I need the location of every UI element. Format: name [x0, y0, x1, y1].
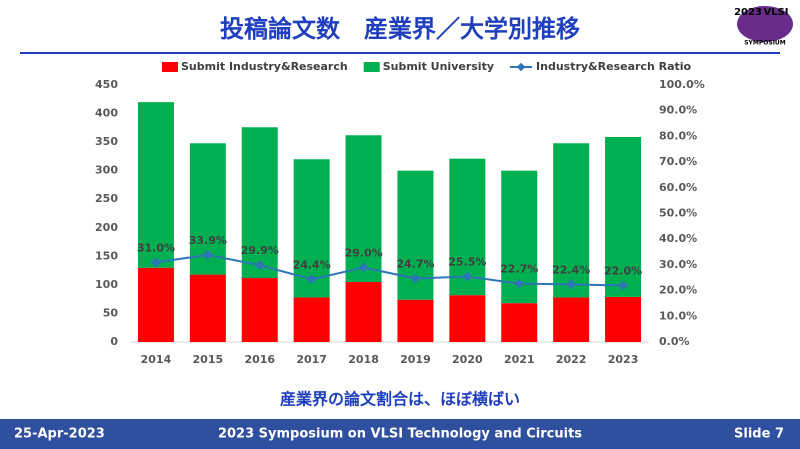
- y2-tick-label: 30.0%: [659, 258, 697, 271]
- bar: [397, 299, 434, 342]
- bar: [345, 282, 382, 342]
- footer-bar: [0, 419, 800, 449]
- bar: [241, 278, 278, 342]
- data-label: 31.0%: [137, 241, 175, 254]
- logo-year: 2023: [734, 7, 762, 18]
- line: [155, 253, 624, 287]
- line-marker: [254, 260, 265, 271]
- y2-tick-label: 80.0%: [659, 129, 697, 142]
- x-tick-label: 2020: [452, 353, 483, 366]
- x-tick-label: 2021: [504, 353, 535, 366]
- chart: 0 50 100 150 200 250 300 350 400 450 0.0% 10.0% 20.0…: [95, 60, 705, 366]
- y2-tick-label: 50.0%: [659, 207, 697, 220]
- legend-label: Submit Industry&Research: [181, 60, 348, 73]
- y2-tick-label: 20.0%: [659, 284, 697, 297]
- logo: 2023 VLSI SYMPOSIUM: [734, 6, 793, 47]
- line-marker: [514, 278, 525, 289]
- y-tick-label: 350: [95, 135, 118, 148]
- line-marker: [306, 274, 317, 285]
- y-tick-label: 400: [95, 107, 118, 120]
- legend-swatch: [363, 62, 380, 72]
- data-label: 22.4%: [552, 263, 590, 276]
- bar: [137, 267, 174, 342]
- y2-tick-label: 100.0%: [659, 78, 705, 91]
- caption: 産業界の論文割合は、ほぼ横ばい: [280, 390, 520, 409]
- y2-tick-label: 10.0%: [659, 309, 697, 322]
- bar: [345, 135, 382, 283]
- legend-marker: [516, 62, 526, 72]
- bar: [189, 274, 226, 342]
- x-tick-label: 2015: [193, 353, 224, 366]
- bar: [449, 295, 486, 342]
- data-label: 24.4%: [293, 258, 331, 271]
- y-tick-label: 450: [95, 78, 118, 91]
- data-label: 22.7%: [500, 263, 538, 276]
- y2-tick-label: 0.0%: [659, 335, 690, 348]
- y2-tick-label: 90.0%: [659, 104, 697, 117]
- data-label: 24.7%: [396, 258, 434, 271]
- bar: [605, 296, 642, 342]
- data-label: 29.0%: [344, 246, 382, 259]
- y-tick-label: 0: [110, 335, 118, 348]
- bar: [241, 127, 278, 279]
- data-label: 22.0%: [604, 264, 642, 277]
- footer-slide: Slide 7: [734, 427, 784, 442]
- bar: [553, 143, 590, 298]
- x-tick-label: 2014: [141, 353, 172, 366]
- bar: [293, 297, 330, 342]
- data-label: 25.5%: [448, 255, 486, 268]
- x-tick-label: 2022: [556, 353, 587, 366]
- x-tick-label: 2019: [400, 353, 431, 366]
- y-tick-label: 200: [95, 221, 118, 234]
- line-marker: [566, 279, 577, 290]
- line-marker: [410, 273, 421, 284]
- data-label: 33.9%: [189, 234, 227, 247]
- y2-tick-label: 60.0%: [659, 181, 697, 194]
- logo-sub: SYMPOSIUM: [744, 40, 786, 47]
- line-marker: [151, 257, 161, 268]
- x-tick-label: 2018: [348, 353, 379, 366]
- line-marker: [462, 271, 473, 282]
- legend-swatch: [162, 62, 178, 72]
- x-tick-label: 2016: [244, 353, 275, 366]
- y-tick-label: 300: [95, 164, 118, 177]
- y2-tick-label: 40.0%: [659, 232, 697, 245]
- legend-label: Submit University: [383, 60, 494, 73]
- logo-name: VLSI: [763, 7, 788, 18]
- legend-label: Industry&Research Ratio: [536, 60, 692, 73]
- y2-tick-label: 70.0%: [659, 155, 697, 168]
- footer-date: 25-Apr-2023: [14, 427, 105, 442]
- line-marker: [202, 249, 213, 260]
- bar: [137, 102, 174, 268]
- y-tick-label: 150: [95, 249, 118, 262]
- logo-shape: [737, 6, 793, 42]
- data-label: 29.9%: [241, 244, 279, 257]
- y-tick-label: 250: [95, 192, 118, 205]
- bar: [605, 136, 642, 297]
- x-tick-label: 2023: [608, 353, 639, 366]
- y-tick-label: 50: [103, 306, 119, 319]
- footer-event: 2023 Symposium on VLSI Technology and Ci…: [218, 427, 582, 442]
- line-marker: [618, 280, 628, 291]
- line-marker: [358, 262, 369, 273]
- bar: [553, 297, 590, 342]
- slide-title: 投稿論文数 産業界／大学別推移: [220, 15, 580, 43]
- y-tick-label: 100: [95, 278, 118, 291]
- x-tick-label: 2017: [296, 353, 327, 366]
- bar: [501, 303, 538, 342]
